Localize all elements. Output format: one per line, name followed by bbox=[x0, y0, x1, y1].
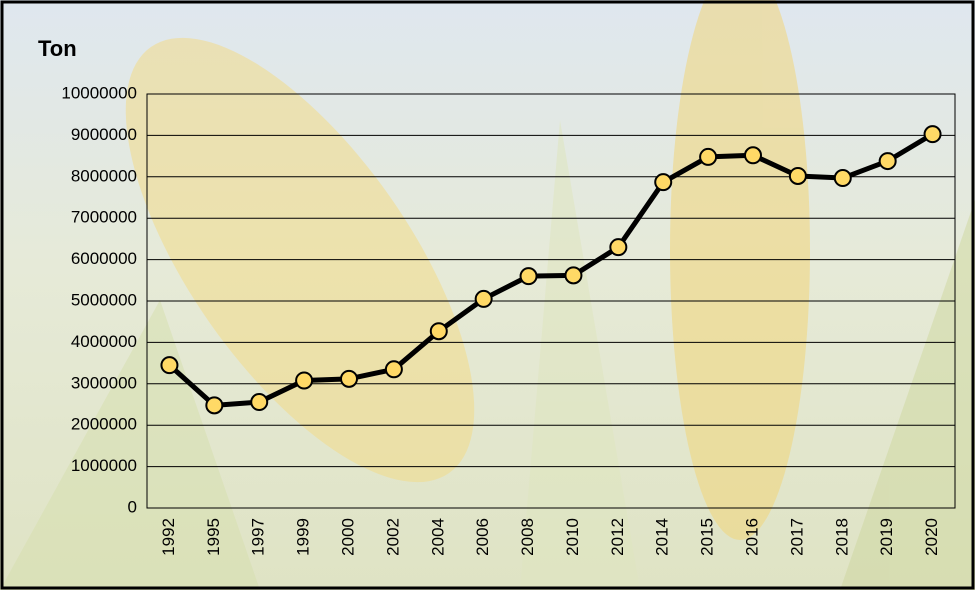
x-tick-label: 2015 bbox=[698, 518, 717, 556]
y-tick-label: 9000000 bbox=[71, 125, 137, 144]
y-tick-label: 7000000 bbox=[71, 208, 137, 227]
y-tick-label: 6000000 bbox=[71, 249, 137, 268]
y-tick-label: 3000000 bbox=[71, 373, 137, 392]
point bbox=[833, 169, 852, 188]
x-tick-label: 2018 bbox=[832, 518, 851, 556]
point bbox=[429, 322, 448, 341]
x-tick-label: 2004 bbox=[428, 518, 447, 556]
point bbox=[340, 369, 358, 388]
point bbox=[609, 238, 628, 257]
point bbox=[160, 356, 179, 375]
point bbox=[205, 396, 224, 415]
point bbox=[519, 267, 538, 286]
y-tick-label: 1000000 bbox=[71, 456, 137, 475]
point bbox=[564, 266, 583, 285]
point bbox=[250, 393, 269, 412]
x-tick-label: 2010 bbox=[563, 518, 582, 556]
x-tick-label: 2012 bbox=[608, 518, 627, 556]
point bbox=[923, 125, 942, 144]
y-tick-label: 5000000 bbox=[71, 290, 137, 309]
x-tick-label: 1992 bbox=[159, 518, 178, 556]
x-tick-label: 2014 bbox=[653, 518, 672, 556]
x-tick-label: 2000 bbox=[338, 518, 357, 556]
x-tick-label: 1995 bbox=[204, 518, 223, 556]
point bbox=[744, 146, 762, 165]
point bbox=[384, 360, 403, 379]
x-tick-label: 2019 bbox=[877, 518, 896, 556]
point bbox=[788, 166, 807, 185]
x-tick-label: 2017 bbox=[787, 518, 806, 556]
x-tick-label: 2006 bbox=[473, 518, 492, 556]
x-tick-label: 1997 bbox=[249, 518, 268, 556]
x-tick-label: 1999 bbox=[294, 518, 313, 556]
y-tick-label: 0 bbox=[128, 497, 137, 516]
x-tick-label: 2002 bbox=[383, 518, 402, 556]
x-tick-label: 2016 bbox=[742, 518, 761, 556]
y-tick-label: 10000000 bbox=[61, 83, 137, 102]
x-tick-label: 2020 bbox=[922, 518, 941, 556]
y-tick-label: 8000000 bbox=[71, 166, 137, 185]
point bbox=[878, 152, 897, 171]
point bbox=[295, 371, 314, 390]
y-tick-label: 4000000 bbox=[71, 332, 137, 351]
y-tick-label: 2000000 bbox=[71, 415, 137, 434]
point bbox=[474, 289, 493, 308]
point bbox=[654, 173, 673, 192]
point bbox=[699, 147, 718, 166]
y-axis-label: Ton bbox=[38, 36, 77, 61]
x-tick-label: 2008 bbox=[518, 518, 537, 556]
